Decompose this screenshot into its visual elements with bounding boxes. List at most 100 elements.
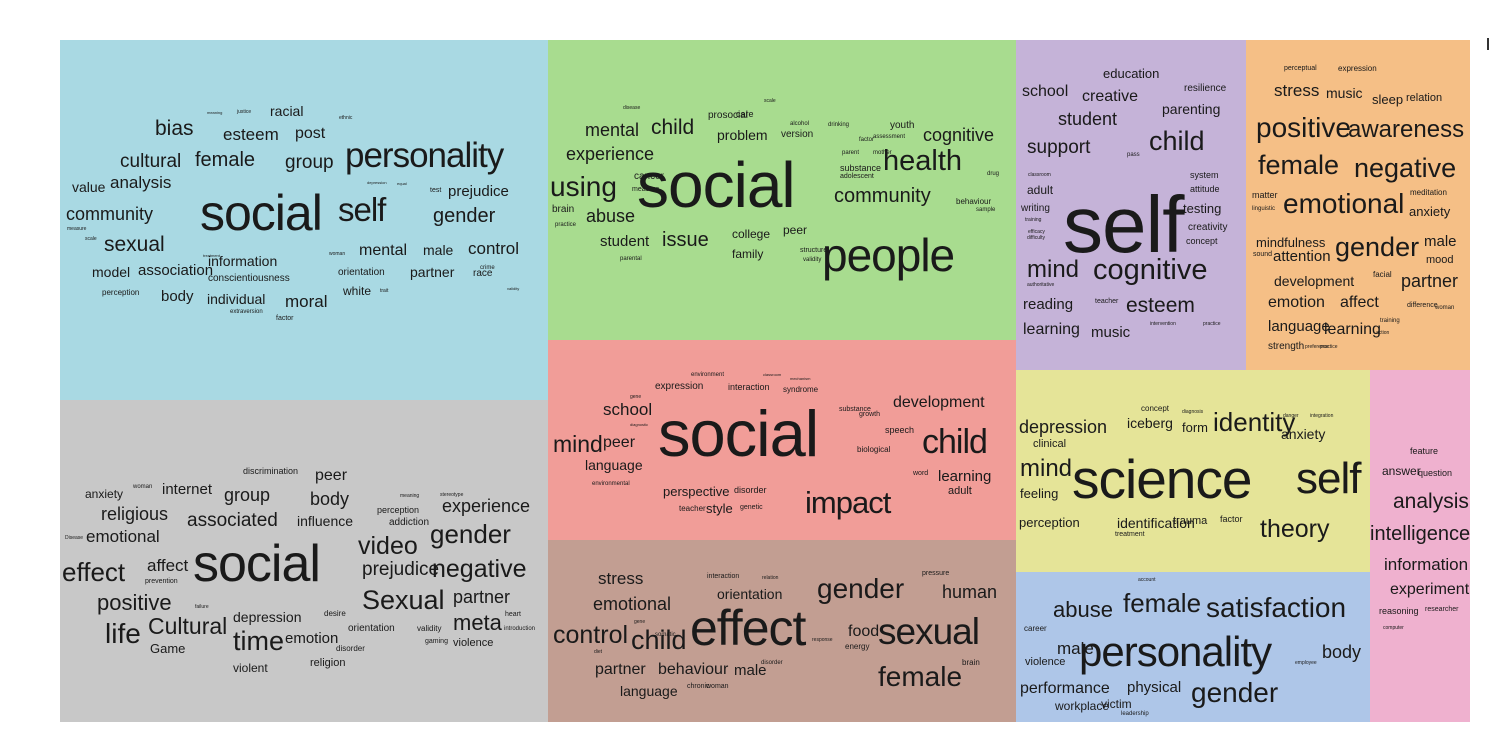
word-green-34: practice xyxy=(555,222,577,228)
word-blue-22: information xyxy=(208,253,278,269)
word-red-13: environment xyxy=(691,372,725,378)
word-blue-4: bias xyxy=(155,117,194,140)
word-blue-23: mental xyxy=(359,242,408,259)
word-purple-21: testing xyxy=(1183,201,1222,216)
cluster-panel-yellow: science self identity theory depression icebe… xyxy=(1016,370,1370,572)
word-gray-7: positive xyxy=(97,590,172,615)
word-lightblue-6: male xyxy=(1057,639,1094,658)
word-green-21: factor xyxy=(859,137,875,143)
word-brown-10: female xyxy=(878,661,963,692)
cluster-panel-red: social child impact mind peer language school d… xyxy=(548,340,1016,540)
word-orange-9: negative xyxy=(1354,153,1457,183)
word-purple-12: esteem xyxy=(1126,294,1195,317)
word-red-28: substance xyxy=(839,406,871,413)
word-red-11: interaction xyxy=(728,382,770,392)
word-pink-6: question xyxy=(1418,468,1453,478)
word-orange-12: emotional xyxy=(1283,188,1405,219)
word-red-10: expression xyxy=(655,381,704,392)
word-red-27: environmental xyxy=(592,481,630,487)
word-lightblue-2: abuse xyxy=(1053,597,1113,622)
word-pink-4: feature xyxy=(1410,446,1439,456)
word-gray-19: introduction xyxy=(504,626,536,632)
word-gray-35: influence xyxy=(297,513,354,529)
word-blue-31: race xyxy=(473,268,493,279)
word-orange-21: development xyxy=(1274,273,1355,289)
word-orange-28: language xyxy=(1268,318,1330,335)
word-yellow-7: concept xyxy=(1141,404,1170,413)
word-purple-26: training xyxy=(1025,217,1042,223)
word-purple-14: teacher xyxy=(1095,298,1119,305)
word-blue-37: white xyxy=(343,284,372,298)
word-gray-22: violent xyxy=(233,661,268,675)
word-orange-19: male xyxy=(1424,233,1457,250)
word-red-22: genetic xyxy=(740,504,763,511)
word-orange-5: relation xyxy=(1406,92,1443,104)
word-pink-5: answer xyxy=(1382,464,1421,478)
word-orange-31: training xyxy=(1380,318,1400,324)
word-purple-5: education xyxy=(1103,66,1160,81)
word-blue-45: equal xyxy=(397,181,407,186)
word-blue-33: perception xyxy=(102,288,140,297)
word-green-16: care xyxy=(736,109,754,119)
word-gray-45: failure xyxy=(195,604,209,610)
word-purple-2: cognitive xyxy=(1093,254,1208,286)
word-orange-22: facial xyxy=(1373,270,1392,279)
word-green-36: structure xyxy=(800,247,828,254)
word-purple-19: system xyxy=(1190,170,1219,180)
word-blue-43: validity xyxy=(507,286,520,291)
cluster-panel-gray: social gender Sexual negative effect affect pr… xyxy=(60,400,548,722)
word-brown-18: male xyxy=(734,662,767,679)
word-purple-16: music xyxy=(1091,324,1131,341)
word-gray-29: group xyxy=(224,485,271,505)
word-gray-31: peer xyxy=(315,467,348,484)
word-orange-32: strength xyxy=(1268,341,1305,352)
word-purple-6: resilience xyxy=(1184,83,1227,94)
word-green-15: prosocial xyxy=(708,110,749,121)
word-brown-1: sexual xyxy=(878,611,980,652)
word-blue-3: gender xyxy=(433,205,496,227)
word-orange-2: stress xyxy=(1274,81,1320,100)
word-blue-14: value xyxy=(72,179,106,195)
word-green-39: scale xyxy=(764,98,776,104)
word-lightblue-13: leadership xyxy=(1121,711,1149,717)
word-blue-13: group xyxy=(285,152,334,173)
word-lightblue-5: body xyxy=(1322,642,1362,662)
word-gray-17: meta xyxy=(453,610,502,635)
word-green-30: drug xyxy=(987,171,1000,177)
word-red-5: language xyxy=(585,457,643,473)
word-green-0: social xyxy=(637,149,796,221)
word-gray-34: associated xyxy=(187,510,278,531)
word-yellow-15: perception xyxy=(1019,515,1080,530)
word-orange-13: meditation xyxy=(1410,188,1447,197)
word-yellow-9: clinical xyxy=(1033,438,1067,450)
word-lightblue-12: victim xyxy=(1101,697,1132,711)
word-red-19: disorder xyxy=(734,485,767,495)
word-yellow-11: danger xyxy=(1283,413,1299,419)
word-brown-4: control xyxy=(553,621,629,649)
word-lightblue-11: workplace xyxy=(1055,699,1110,713)
word-lightblue-14: account xyxy=(1138,577,1156,583)
word-brown-25: gene xyxy=(634,619,646,625)
word-lightblue-4: gender xyxy=(1191,677,1279,708)
word-purple-13: reading xyxy=(1023,296,1074,313)
word-gray-23: video xyxy=(358,532,418,560)
word-gray-20: violence xyxy=(453,637,494,649)
word-orange-17: attention xyxy=(1273,248,1331,265)
word-brown-9: relation xyxy=(762,575,779,581)
cluster-panel-green: social people health mental child experience u… xyxy=(548,40,1016,340)
word-blue-12: female xyxy=(195,149,256,171)
word-green-27: adolescent xyxy=(840,173,874,180)
word-blue-0: social xyxy=(200,185,323,241)
word-lightblue-8: career xyxy=(1024,624,1047,633)
word-orange-25: affect xyxy=(1340,294,1379,311)
word-gray-37: addiction xyxy=(389,517,430,528)
word-red-3: mind xyxy=(553,431,603,457)
word-brown-17: behaviour xyxy=(658,661,729,678)
word-purple-27: efficacy xyxy=(1028,229,1045,235)
word-purple-29: difficulty xyxy=(1027,235,1045,241)
word-blue-19: measure xyxy=(67,226,87,232)
word-blue-35: individual xyxy=(207,291,266,307)
word-brown-14: energy xyxy=(845,642,870,651)
word-purple-9: support xyxy=(1027,137,1091,158)
